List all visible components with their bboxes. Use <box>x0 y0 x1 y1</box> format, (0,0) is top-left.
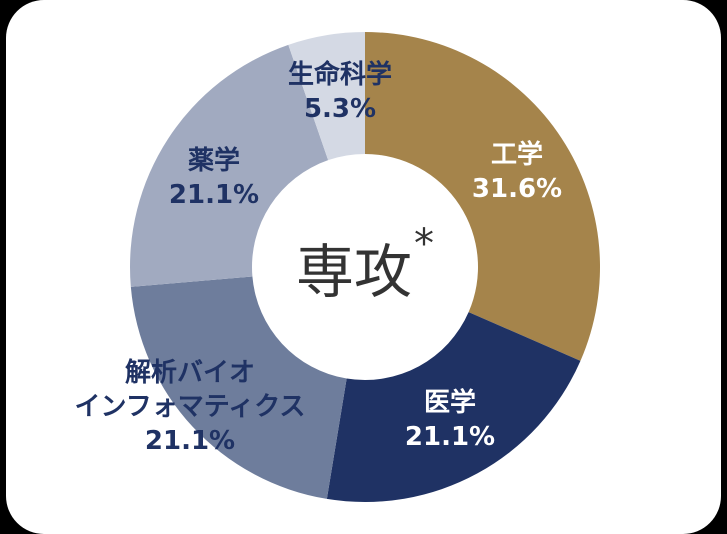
label-life-science-value: 5.3% <box>303 94 377 124</box>
center-title: 専攻* <box>295 221 434 309</box>
label-pharmacy-name: 薬学 <box>187 146 241 176</box>
label-pharmacy: 薬学 21.1% <box>169 144 259 212</box>
label-life-science-name: 生命科学 <box>287 60 393 90</box>
slice-engineering <box>365 32 600 361</box>
asterisk-marker: * <box>414 221 435 267</box>
label-life-science: 生命科学 5.3% <box>288 58 392 126</box>
slice-life-science <box>288 32 365 161</box>
label-medicine-name: 医学 <box>423 388 477 418</box>
label-engineering-value: 31.6% <box>471 174 563 204</box>
label-engineering: 工学 31.6% <box>472 138 562 206</box>
slice-pharmacy <box>130 44 329 287</box>
label-medicine: 医学 21.1% <box>405 386 495 454</box>
label-bioinformatics-value: 21.1% <box>144 426 236 456</box>
label-bioinformatics-name-line2: インフォマティクス <box>74 392 306 422</box>
slice-bioinformatics <box>130 276 347 499</box>
label-engineering-name: 工学 <box>490 140 544 170</box>
label-pharmacy-value: 21.1% <box>168 180 260 210</box>
label-bioinformatics-name-line1: 解析バイオ <box>124 358 256 388</box>
label-bioinformatics: 解析バイオ インフォマティクス 21.1% <box>75 356 306 458</box>
donut-slices <box>130 32 600 502</box>
label-medicine-value: 21.1% <box>404 422 496 452</box>
center-title-text: 専攻 <box>295 238 413 306</box>
slice-medicine <box>326 312 581 502</box>
